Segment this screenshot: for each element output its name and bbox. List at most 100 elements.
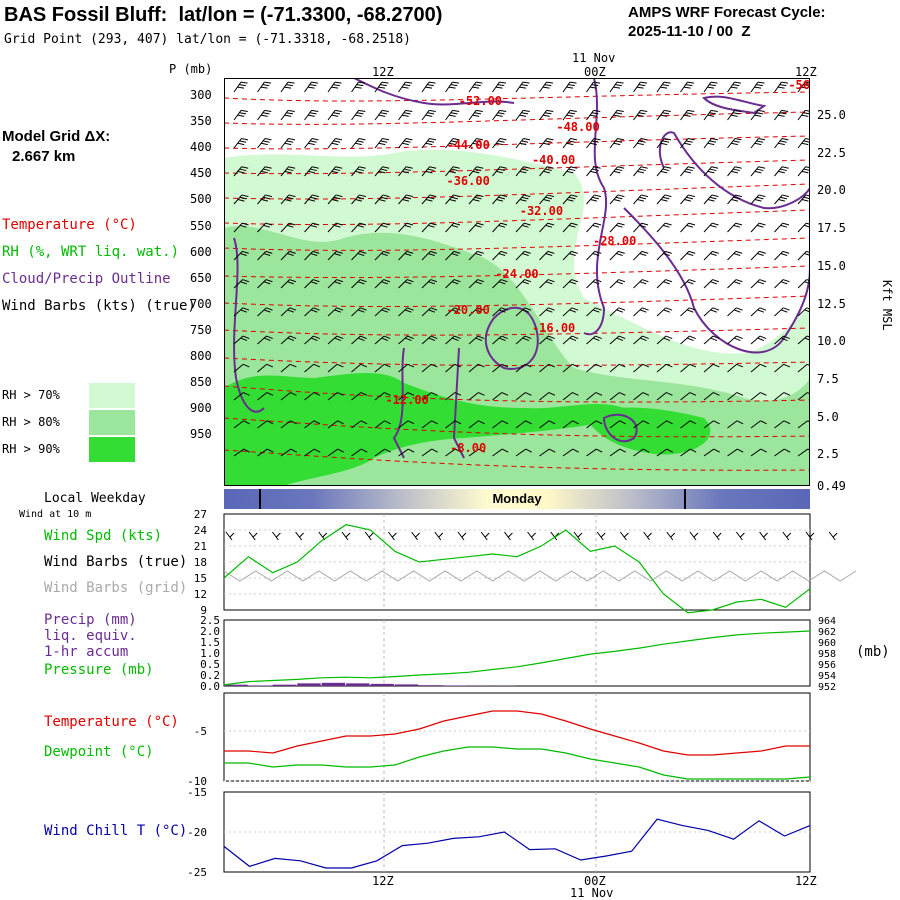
wind-barb bbox=[327, 307, 344, 317]
wind-barb bbox=[586, 335, 602, 345]
wind-barb bbox=[609, 138, 625, 149]
pressure-tick: 650 bbox=[190, 270, 212, 285]
wind-barb bbox=[468, 138, 484, 149]
wind-barb bbox=[774, 392, 791, 401]
wind-barb bbox=[586, 109, 601, 121]
pressure-axis-title: P (mb) bbox=[169, 62, 213, 76]
barbs-grid-label: Wind Barbs (grid) bbox=[44, 580, 188, 596]
wind-speed-tick: 9 bbox=[200, 604, 207, 617]
surface-wind-barb bbox=[388, 531, 397, 541]
wind-barb bbox=[374, 109, 389, 121]
wind-barb bbox=[374, 222, 390, 233]
wind-barb bbox=[374, 279, 391, 289]
wind-barb bbox=[539, 392, 556, 401]
wind-barb bbox=[468, 420, 485, 429]
wind-barb bbox=[774, 448, 791, 457]
wind-barb bbox=[656, 109, 671, 121]
wind-barb bbox=[304, 392, 321, 401]
pressure-tick: 600 bbox=[190, 244, 212, 259]
precip-frame bbox=[223, 619, 811, 687]
wind-barb bbox=[515, 222, 531, 233]
wind-barb bbox=[468, 279, 485, 289]
rh90-region-b bbox=[584, 407, 711, 455]
wind-barb bbox=[562, 194, 578, 205]
wind-barb bbox=[257, 194, 272, 205]
surface-wind-barb bbox=[411, 531, 420, 541]
wind-barb bbox=[656, 81, 671, 93]
wind-barb bbox=[562, 335, 579, 345]
wind-barb bbox=[304, 166, 319, 177]
wind-barb bbox=[656, 279, 673, 289]
wind-barb bbox=[233, 279, 250, 289]
dewpoint-line bbox=[224, 746, 811, 780]
wind-barb bbox=[492, 279, 508, 289]
wind-barb bbox=[515, 392, 532, 401]
precip-tick: 1.5 bbox=[200, 636, 220, 649]
wind-speed-tick: 12 bbox=[194, 588, 207, 601]
wind-barb bbox=[398, 81, 413, 93]
wind-barb bbox=[680, 81, 695, 93]
wind-barb bbox=[398, 448, 415, 457]
wind-barb bbox=[233, 307, 250, 317]
wind-barb bbox=[515, 81, 530, 93]
wind-barb bbox=[445, 194, 460, 205]
wind-barb bbox=[515, 363, 532, 373]
wind-barb bbox=[421, 250, 437, 261]
wind-barb bbox=[750, 363, 767, 373]
weekday-title: Local Weekday bbox=[44, 491, 146, 506]
wind-barb bbox=[797, 138, 810, 149]
wind-barb bbox=[257, 222, 273, 233]
windchill-frame bbox=[223, 791, 811, 873]
wind-barb bbox=[468, 81, 483, 93]
wind-barb bbox=[445, 250, 461, 261]
barbs-true-label: Wind Barbs (true) bbox=[44, 554, 188, 570]
temperature-contour-label: -12.00 bbox=[385, 393, 428, 407]
wind-barb bbox=[374, 392, 391, 401]
wind-barb bbox=[609, 81, 624, 93]
surface-wind-barb bbox=[295, 531, 304, 541]
wind-barb bbox=[515, 250, 531, 261]
wind-barb bbox=[327, 109, 342, 121]
grid-barbs-line bbox=[223, 570, 857, 582]
wind-barb bbox=[633, 335, 649, 345]
wind-barb bbox=[586, 420, 603, 429]
wind-barb bbox=[421, 392, 438, 401]
surface-wind-barb bbox=[225, 531, 235, 541]
surface-wind-barb bbox=[480, 531, 490, 541]
wind-barb bbox=[586, 448, 603, 457]
cycle-value: 2025-11-10 / 00 Z bbox=[628, 23, 751, 40]
wind-barb bbox=[351, 392, 368, 401]
wind-barb bbox=[797, 448, 810, 457]
legend-rh70-label: RH > 70% bbox=[2, 388, 60, 402]
surface-wind-barb bbox=[573, 531, 583, 541]
wind-barb bbox=[280, 392, 297, 401]
wind-barb bbox=[233, 81, 248, 93]
wind-barb bbox=[703, 420, 720, 429]
wind-speed-tick: 15 bbox=[194, 572, 207, 585]
wind-barb bbox=[539, 166, 554, 177]
wind-speed-frame bbox=[223, 513, 811, 611]
wind-barb bbox=[633, 166, 648, 177]
height-tick: 10.0 bbox=[817, 334, 846, 349]
wind-barb bbox=[304, 250, 320, 261]
wind-barb bbox=[421, 166, 437, 177]
wind-barb bbox=[680, 420, 697, 429]
surface-wind-barb bbox=[596, 531, 606, 541]
wind-barb bbox=[351, 250, 367, 261]
pressure-tick: 800 bbox=[190, 349, 212, 363]
wind-barb bbox=[398, 222, 414, 233]
wind-barb bbox=[727, 363, 744, 373]
cycle-label: AMPS WRF Forecast Cycle: bbox=[628, 4, 826, 21]
legend-rh90-swatch bbox=[89, 437, 135, 462]
wind-barb bbox=[233, 250, 249, 261]
wind-barb bbox=[492, 194, 507, 205]
wind-barb bbox=[468, 363, 485, 373]
wind-barb bbox=[280, 109, 295, 121]
bottom-tick-12z-a: 12Z bbox=[372, 874, 394, 888]
wind-barb bbox=[468, 250, 484, 261]
temperature-contour-label: -28.00 bbox=[593, 234, 636, 248]
surface-wind-barb bbox=[364, 531, 374, 541]
wind-barb bbox=[774, 138, 789, 149]
precip-tick: 0.5 bbox=[200, 658, 220, 671]
wind-barb bbox=[586, 363, 603, 373]
